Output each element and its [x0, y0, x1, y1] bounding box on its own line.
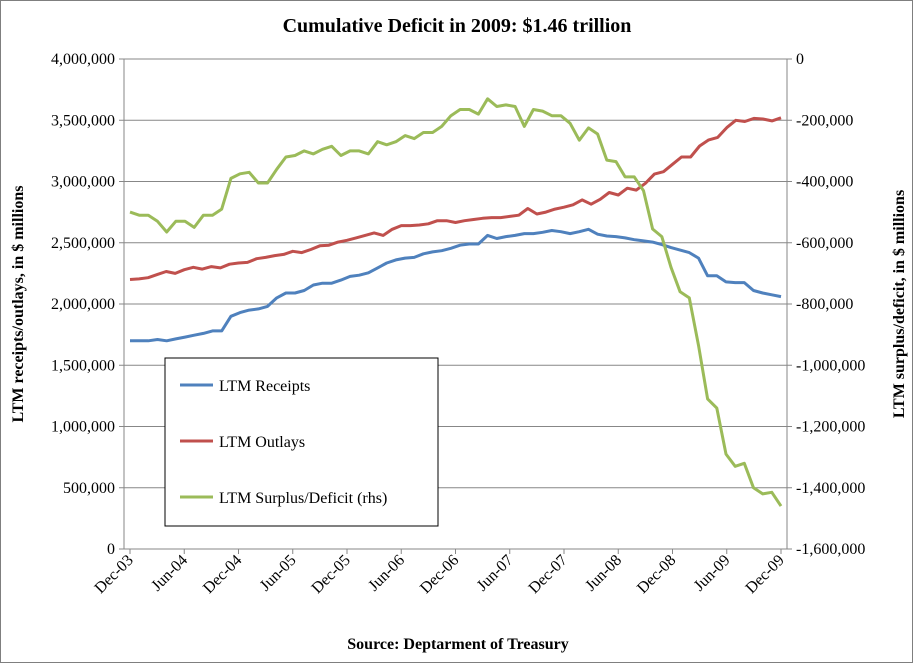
right-tick-label: -200,000	[796, 112, 853, 129]
x-tick-label: Dec-06	[417, 552, 462, 597]
x-tick-label: Jun-08	[582, 552, 625, 595]
x-tick-label: Jun-04	[148, 552, 191, 595]
x-tick-label: Dec-07	[526, 552, 571, 597]
x-axis-ticks: Dec-03 Jun-04 Dec-04 Jun-05 Dec-05 Jun-06 Dec-…	[92, 549, 788, 597]
x-tick-label: Dec-04	[200, 552, 245, 597]
y-axis-title: LTM receipts/outlays, in $ millions	[10, 186, 27, 423]
chart-title: Cumulative Deficit in 2009: $1.46 trilli…	[283, 15, 632, 37]
left-tick-label: 2,500,000	[51, 235, 115, 252]
left-tick-label: 1,500,000	[51, 357, 115, 374]
left-tick-label: 0	[107, 541, 115, 558]
x-tick-label: Jun-05	[257, 552, 300, 595]
left-tick-label: 1,000,000	[51, 419, 115, 436]
right-tick-label: -1,000,000	[796, 357, 865, 374]
series-line-1	[130, 227, 782, 343]
x-tick-label: Jun-09	[691, 552, 734, 595]
right-tick-label: 0	[796, 51, 804, 68]
left-tick-label: 3,000,000	[51, 174, 115, 191]
left-axis-ticks: 0 500,000 1,000,000 1,500,000 2,000,000 2,500…	[51, 51, 124, 558]
legend-label-1: LTM Receipts	[219, 378, 310, 395]
right-axis-ticks: -1,600,000 -1,400,000 -1,200,000 -1,000,000…	[787, 51, 865, 558]
x-tick-label: Dec-05	[309, 552, 354, 597]
legend-label-3: LTM Surplus/Deficit (rhs)	[219, 490, 387, 507]
legend: LTM Receipts LTM Outlays LTM Surplus/Defic…	[164, 357, 439, 527]
y2-axis-title: LTM surplus/deficit, in $ millions	[891, 190, 908, 418]
x-tick-label: Jun-07	[474, 552, 517, 595]
left-tick-label: 3,500,000	[51, 112, 115, 129]
right-tick-label: -1,200,000	[796, 419, 865, 436]
right-tick-label: -400,000	[796, 174, 853, 191]
legend-label-2: LTM Outlays	[219, 434, 305, 451]
x-tick-label: Jun-06	[365, 552, 408, 595]
right-tick-label: -1,600,000	[796, 541, 865, 558]
left-tick-label: 500,000	[63, 480, 115, 497]
x-tick-label: Dec-03	[92, 552, 137, 597]
x-tick-label: Dec-08	[634, 552, 679, 597]
series-lines	[129, 97, 783, 507]
x-axis-title: Source: Deptarment of Treasury	[347, 636, 568, 653]
right-tick-label: -800,000	[796, 296, 853, 313]
series-line-3	[129, 97, 783, 507]
right-tick-label: -1,400,000	[796, 480, 865, 497]
x-tick-label: Dec-09	[743, 552, 788, 597]
right-tick-label: -600,000	[796, 235, 853, 252]
left-tick-label: 2,000,000	[51, 296, 115, 313]
series-line-2	[129, 116, 782, 281]
left-tick-label: 4,000,000	[51, 51, 115, 68]
